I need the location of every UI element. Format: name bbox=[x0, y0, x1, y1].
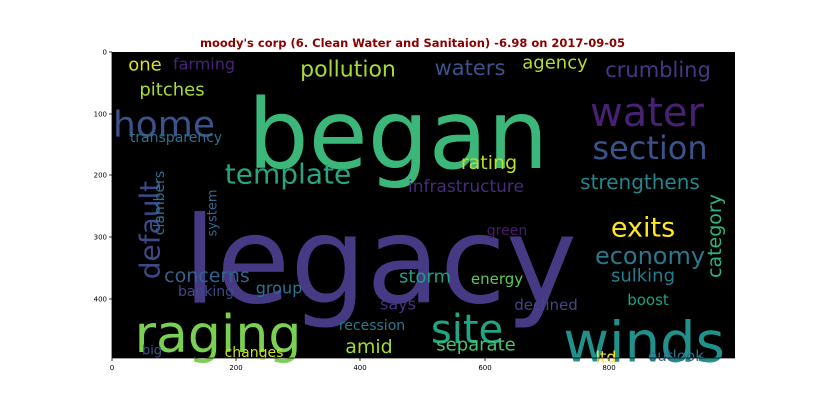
word-waters: waters bbox=[435, 56, 506, 80]
word-cloud-canvas bbox=[112, 52, 735, 358]
y-tick-label: 200 bbox=[94, 172, 107, 180]
word-infrastructure: infrastructure bbox=[408, 177, 524, 197]
word-water: water bbox=[590, 90, 705, 136]
word-green: green bbox=[487, 223, 527, 239]
word-says: says bbox=[380, 295, 416, 314]
x-tick-label: 0 bbox=[110, 364, 114, 372]
word-group: group bbox=[256, 279, 302, 298]
y-tick-label: 300 bbox=[94, 234, 107, 242]
x-tick-label: 600 bbox=[478, 364, 491, 372]
word-big: big bbox=[142, 344, 162, 359]
word-agency: agency bbox=[522, 53, 588, 74]
word-amid: amid bbox=[345, 336, 393, 358]
word-banking: banking bbox=[178, 284, 234, 300]
word-strengthens: strengthens bbox=[580, 170, 700, 194]
plot-axes: 0 200 400 600 800 0 100 200 300 400 bbox=[94, 49, 735, 372]
word-system: system bbox=[206, 190, 221, 237]
word-one: one bbox=[128, 55, 162, 76]
word-began: began bbox=[248, 79, 549, 191]
word-legacy: legacy bbox=[183, 193, 577, 332]
word-declined: declined bbox=[514, 296, 578, 314]
word-crumbling: crumbling bbox=[605, 58, 711, 82]
word-section: section bbox=[592, 129, 707, 167]
word-default: default bbox=[134, 181, 167, 280]
x-tick-label: 800 bbox=[602, 364, 615, 372]
word-category: category bbox=[704, 194, 726, 278]
word-site: site bbox=[431, 307, 503, 353]
word-energy: energy bbox=[471, 270, 523, 288]
word-clambers: clambers bbox=[152, 171, 168, 235]
word-winds: winds bbox=[563, 311, 725, 376]
word-sulking: sulking bbox=[611, 266, 675, 287]
word-pollution: pollution bbox=[300, 58, 396, 83]
y-tick-label: 0 bbox=[103, 49, 107, 57]
word-exits: exits bbox=[611, 213, 675, 244]
word-outlook: outlook bbox=[648, 347, 704, 365]
plot-title: moody's corp (6. Clean Water and Sanitai… bbox=[200, 36, 625, 50]
word-raging: raging bbox=[135, 305, 302, 365]
word-economy: economy bbox=[595, 242, 705, 270]
word-changes: changes bbox=[225, 345, 284, 361]
word-template: template bbox=[225, 158, 351, 191]
word-ltd: ltd bbox=[596, 348, 617, 367]
word-recession: recession bbox=[339, 318, 405, 334]
word-transparency: transparency bbox=[130, 130, 222, 146]
word-boost: boost bbox=[627, 291, 669, 309]
x-tick-label: 400 bbox=[353, 364, 366, 372]
y-tick-label: 400 bbox=[94, 296, 107, 304]
word-farming: farming bbox=[173, 55, 235, 74]
y-tick-label: 100 bbox=[94, 111, 107, 119]
x-tick-label: 200 bbox=[229, 364, 242, 372]
word-concerns: concerns bbox=[164, 265, 250, 287]
word-home: home bbox=[113, 105, 215, 146]
word-pitches: pitches bbox=[139, 80, 204, 101]
word-storm: storm bbox=[399, 267, 451, 288]
word-rating: rating bbox=[461, 152, 517, 174]
word-separate: separate bbox=[436, 335, 515, 356]
